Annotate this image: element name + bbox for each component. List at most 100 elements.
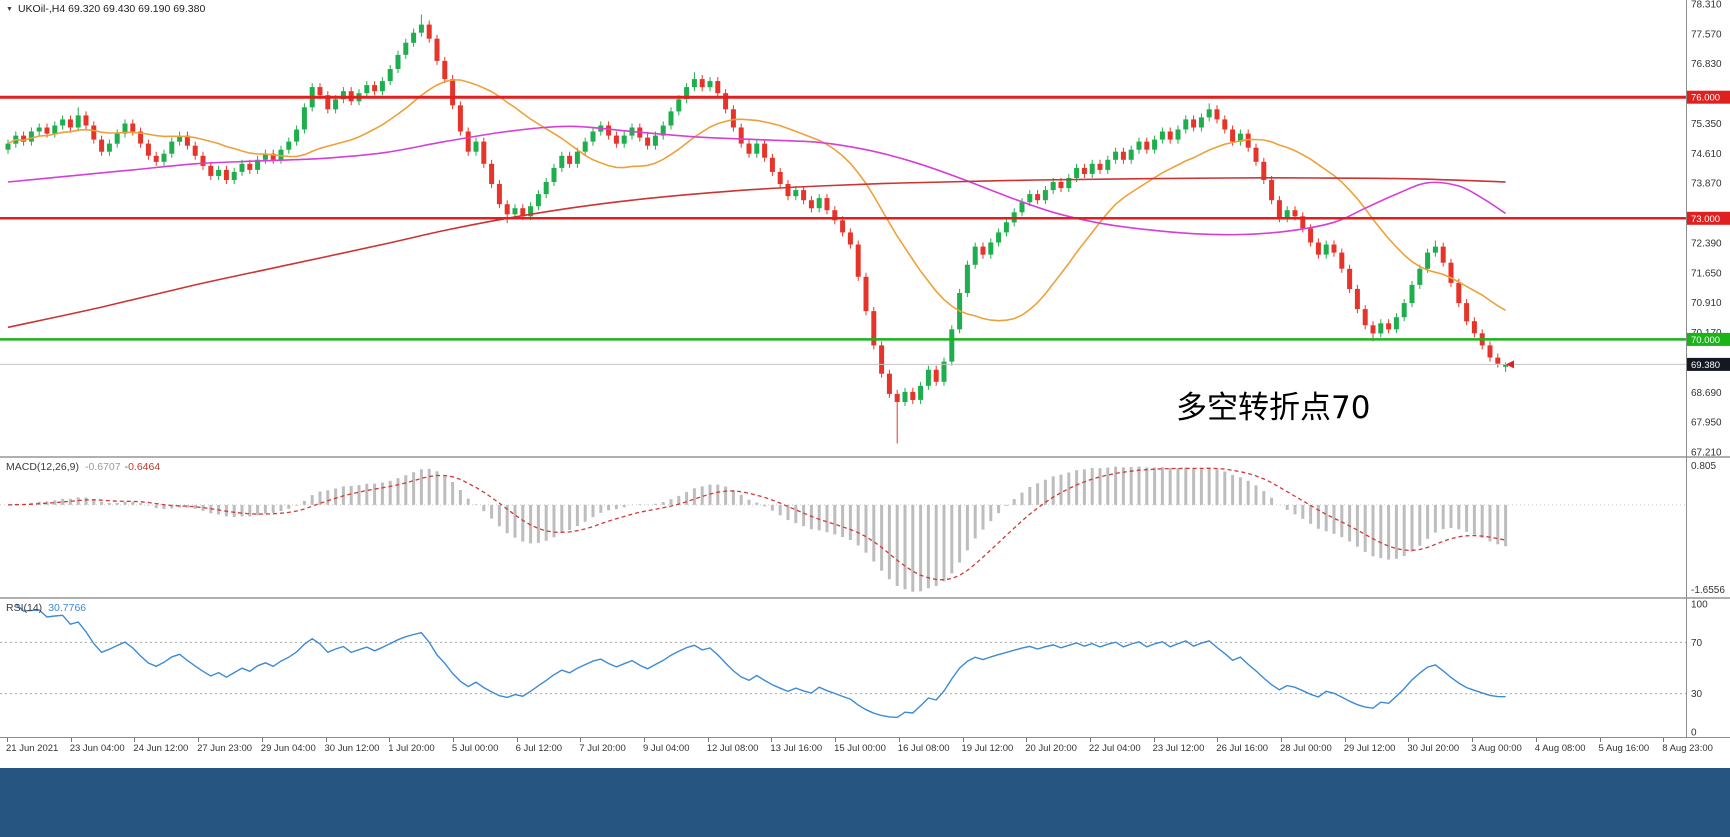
rsi-scale-label: 70 [1691,638,1703,649]
time-tick [1663,738,1665,742]
macd-signal-line [7,467,1506,581]
time-tick [198,738,200,742]
svg-text:73.000: 73.000 [1691,214,1720,225]
price-tick: 67.210 [1691,448,1722,457]
time-tick [70,738,72,742]
time-tick [261,738,263,742]
time-tick [1026,738,1028,742]
time-label: 4 Aug 08:00 [1534,743,1586,754]
time-axis-line [0,737,1730,738]
macd-label: MACD(12,26,9) -0.6707 -0.6464 [6,461,160,473]
svg-text:69.380: 69.380 [1691,360,1720,371]
time-label: 26 Jul 16:00 [1216,743,1269,754]
time-label: 6 Jul 12:00 [515,743,563,754]
time-label: 15 Jul 00:00 [834,743,886,754]
time-tick [1599,738,1601,742]
time-tick [1089,738,1091,742]
time-label: 24 Jun 12:00 [133,743,189,754]
time-axis[interactable]: 21 Jun 2021 23 Jun 04:00 24 Jun 12:00 27 Ju… [0,738,1730,768]
time-tick [580,738,582,742]
time-label: 22 Jul 04:00 [1088,743,1141,754]
price-tick: 76.830 [1691,59,1722,70]
price-tick: 70.910 [1691,298,1722,309]
pane-separator[interactable] [0,456,1730,458]
symbol-marker-icon: ▼ [6,5,13,13]
price-tick: 67.950 [1691,418,1722,429]
price-tick: 68.690 [1691,388,1722,399]
time-tick [325,738,327,742]
time-tick [516,738,518,742]
macd-scale-top: 0.805 [1691,461,1716,472]
ma-medium-line [7,125,1507,236]
svg-text:70.000: 70.000 [1691,335,1720,346]
time-tick [771,738,773,742]
time-label: 7 Jul 20:00 [579,743,626,754]
time-tick [1217,738,1219,742]
time-label: 3 Aug 00:00 [1471,743,1522,754]
rsi-pane[interactable]: 100 70 30 0 [0,599,1730,737]
time-label: 13 Jul 16:00 [770,743,823,754]
time-label: 8 Aug 23:00 [1662,743,1713,754]
time-tick [1153,738,1155,742]
price-badge [1687,332,1730,346]
time-label: 16 Jul 08:00 [897,743,950,754]
time-label: 12 Jul 08:00 [706,743,759,754]
candles [5,14,1509,444]
price-tick: 75.350 [1691,119,1722,130]
time-label: 29 Jun 04:00 [260,743,316,754]
time-tick [962,738,964,742]
rsi-name: RSI(14) [6,602,43,614]
price-badge [1687,211,1730,225]
ma-fast-line [7,79,1506,322]
current-price-arrow [1506,360,1514,369]
rsi-scale-label: 100 [1691,600,1708,611]
rsi-line [15,603,1506,719]
svg-text:76.000: 76.000 [1691,93,1720,104]
time-label: 5 Aug 16:00 [1598,743,1650,754]
time-label: 23 Jun 04:00 [69,743,125,754]
time-label: 1 Jul 20:00 [388,743,435,754]
time-label: 27 Jun 23:00 [197,743,253,754]
rsi-label: RSI(14) 30.7766 [6,602,86,614]
time-tick [389,738,391,742]
time-tick [134,738,136,742]
time-label: 20 Jul 20:00 [1025,743,1077,754]
time-label: 21 Jun 2021 [6,743,59,754]
time-tick [1408,738,1410,742]
macd-scale-bottom: -1.6556 [1691,585,1725,596]
pane-separator[interactable] [0,597,1730,599]
price-badge [1687,90,1730,104]
time-tick [1472,738,1474,742]
time-tick [7,738,8,742]
time-tick [452,738,454,742]
price-tick: 74.610 [1691,149,1722,160]
price-tick: 71.650 [1691,268,1722,279]
time-tick [707,738,709,742]
rsi-value: 30.7766 [48,602,87,614]
macd-histogram [14,466,1508,592]
time-tick [835,738,837,742]
rsi-scale-label: 30 [1691,689,1703,700]
ma-slow-line [7,177,1506,329]
time-label: 29 Jul 12:00 [1343,743,1396,754]
chart-annotation: 多空转折点70 [1176,390,1371,426]
bottom-band [0,768,1730,837]
rsi-scale-label: 0 [1691,728,1697,738]
time-label: 30 Jul 20:00 [1407,743,1460,754]
price-tick: 78.310 [1691,0,1722,11]
symbol-info: ▼ UKOil-,H4 69.320 69.430 69.190 69.380 [6,3,205,15]
time-tick [1344,738,1346,742]
time-tick [1281,738,1282,742]
macd-value-signal: -0.6464 [124,461,161,473]
price-badge [1687,357,1730,371]
time-tick [1535,738,1537,742]
time-tick [898,738,900,742]
time-label: 23 Jul 12:00 [1152,743,1205,754]
macd-name: MACD(12,26,9) [6,461,79,473]
macd-pane[interactable]: 0.805 -1.6556 [0,458,1730,597]
time-label: 30 Jun 12:00 [324,743,380,754]
price-pane[interactable]: 78.310 77.570 76.830 75.350 74.610 73.870 72.3… [0,0,1730,456]
macd-value-main: -0.6707 [84,461,121,473]
price-tick: 72.390 [1691,238,1722,249]
